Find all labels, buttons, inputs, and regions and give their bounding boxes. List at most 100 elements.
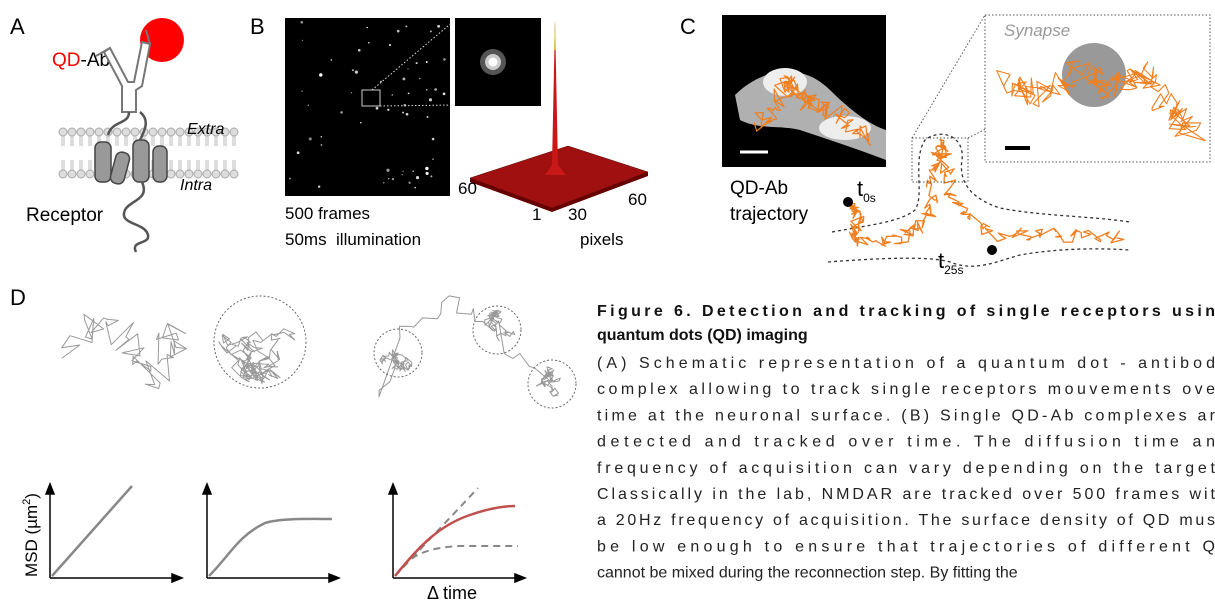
spot [309,137,312,140]
lipid-tail [215,136,217,170]
trajectory-label: trajectory [730,204,809,225]
caption-line: complex allowing to track single recepto… [597,381,1215,398]
spot [414,187,416,189]
lipid-head [113,128,121,136]
lipid-head [158,128,166,136]
spot [443,93,446,96]
caption-title: Figure 6. Detection and tracking of sing… [597,303,1215,320]
peak-tip [554,20,556,50]
lipid-head [212,170,220,178]
panel-label: B [250,14,265,39]
lipid-head [77,128,85,136]
lipid-head [131,128,139,136]
lipid-tail [89,136,91,170]
spot [397,30,400,33]
spot [321,144,323,146]
spot [297,151,300,154]
axis-label: 60 [628,190,647,209]
lipid-head [221,170,229,178]
spot [360,122,362,124]
caption-line: a 20Hz frequency of acquisition. The sur… [597,512,1215,529]
random-walks [62,296,561,397]
t-start-label: t0s [857,176,876,205]
lipid-head [149,128,157,136]
spot [368,42,370,44]
lipid-head [167,170,175,178]
spot [376,107,379,110]
spot [406,113,409,116]
illumination-label: 50ms illumination [285,230,421,249]
axis-label: 1 [532,205,541,224]
spot [302,40,303,41]
lipid-head [68,170,76,178]
spot [301,90,303,92]
panel-d: D MSD (µm2) Δ time [10,285,576,601]
lipid-head [230,128,238,136]
confined-curve [209,519,332,576]
spot [388,178,389,179]
lipid-tail [188,136,190,170]
end-point [987,245,997,255]
spot [407,68,408,69]
axis-label: 30 [568,205,587,224]
caption-line: detected and tracked over time. The diff… [597,434,1215,451]
msd-axes [46,484,525,582]
lipid-tail [197,136,199,170]
spot [289,178,291,180]
spot [386,169,389,172]
lipid-tail [170,136,172,170]
spot [402,112,404,114]
qd-ab-label: QD-Ab [730,178,788,199]
caption-line: frequency of acquisition can vary depend… [597,460,1215,477]
spot [340,111,343,114]
confinement-circle [528,360,576,408]
spot [416,176,419,179]
lipid-tail [233,136,235,170]
t-end-label: t25s [938,248,963,277]
panel-label: C [680,14,696,39]
spot [319,73,322,76]
lipid-head [95,128,103,136]
lipid-head [77,170,85,178]
caption-line: (A) Schematic representation of a quantu… [597,355,1215,372]
spot [412,170,413,171]
spot [426,89,428,91]
spot [430,175,432,177]
lipid-tail [71,136,73,170]
receptor-label: Receptor [26,205,104,226]
reference-curves [395,488,518,576]
spot [432,138,435,141]
spot [358,49,361,52]
spot [426,172,429,175]
figure: A QD-Ab Extra Intra Receptor B 60 1 [0,0,1215,601]
lipid-head [86,128,94,136]
caption: Figure 6. Detection and tracking of sing… [597,303,1215,582]
lipid-head [59,170,67,178]
panel-label: A [10,14,25,39]
spot [434,88,437,91]
surface-plane [470,146,648,208]
spot [426,61,428,63]
lipid-head [167,128,175,136]
spot [437,25,440,28]
spot [301,21,304,24]
intra-label: Intra [180,177,212,194]
spot [443,58,446,61]
spot [402,174,403,175]
synapse-label: Synapse [1004,21,1070,40]
hop-curve [395,506,515,576]
spot [318,185,320,187]
panel-a: A QD-Ab Extra Intra Receptor [10,14,238,252]
confined-walk [219,329,295,384]
lipid-head [59,128,67,136]
antibody [96,30,150,112]
lipid-head [68,128,76,136]
spot [405,25,407,27]
spot [392,94,393,95]
axis-title: pixels [580,230,623,249]
start-point [843,197,853,207]
caption-line: cannot be mixed during the reconnection … [597,565,1018,582]
panel-b: B 60 1 30 60 pixels 500 frames 50ms illu… [250,14,648,249]
spot [383,182,385,184]
lipid-tail [206,136,208,170]
